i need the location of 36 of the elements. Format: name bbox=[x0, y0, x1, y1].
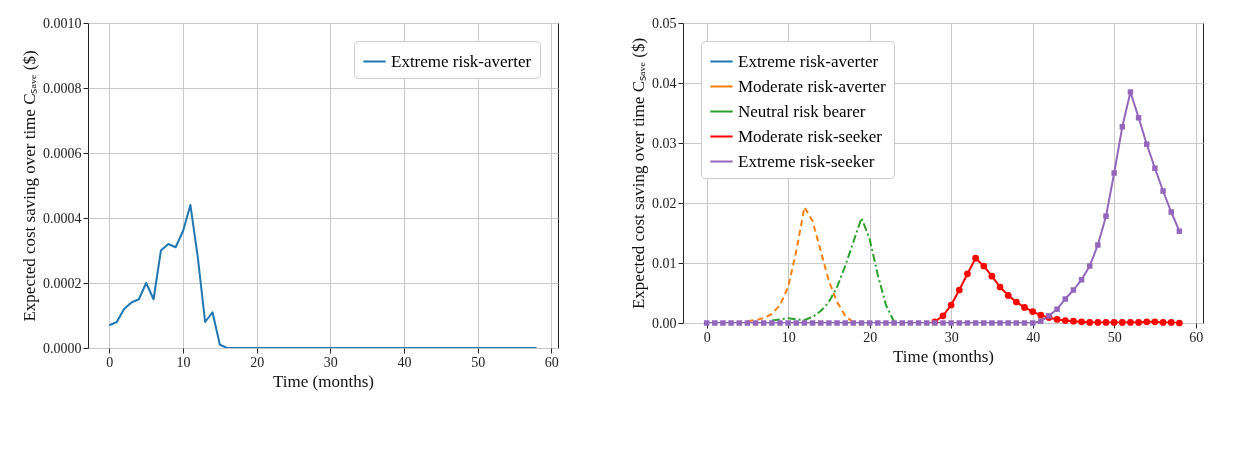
x-axis-title: Time (months) bbox=[893, 346, 994, 366]
legend-label: Moderate risk-averter bbox=[738, 76, 887, 96]
x-tick-label: 0 bbox=[106, 354, 114, 370]
x-tick-label: 10 bbox=[176, 354, 191, 370]
y-axis-title: Expected cost saving over time Cₛₐᵥₑ ($) bbox=[629, 37, 648, 310]
y-tick-label: 0.01 bbox=[652, 255, 677, 271]
legend-label: Extreme risk-averter bbox=[738, 51, 879, 71]
y-tick-label: 0.03 bbox=[652, 135, 677, 151]
x-tick-label: 60 bbox=[544, 354, 559, 370]
x-tick-label: 30 bbox=[323, 354, 338, 370]
x-tick-label: 10 bbox=[781, 329, 796, 345]
y-tick-label: 0.04 bbox=[652, 75, 677, 91]
x-tick-label: 0 bbox=[703, 329, 711, 345]
y-tick-label: 0.02 bbox=[652, 195, 677, 211]
x-tick-label: 40 bbox=[397, 354, 412, 370]
x-tick-label: 20 bbox=[863, 329, 878, 345]
legend-label: Moderate risk-seeker bbox=[738, 126, 883, 146]
y-tick-label: 0.00 bbox=[652, 315, 677, 331]
y-tick-label: 0.0010 bbox=[43, 15, 82, 31]
y-axis-title: Expected cost saving over time Cₛₐᵥₑ ($) bbox=[20, 50, 39, 322]
x-tick-label: 50 bbox=[471, 354, 486, 370]
x-tick-label: 30 bbox=[944, 329, 959, 345]
y-tick-label: 0.0002 bbox=[43, 275, 82, 291]
legend-label: Extreme risk-seeker bbox=[738, 151, 875, 171]
legend-label: Extreme risk-averter bbox=[391, 51, 532, 71]
legend-label: Neutral risk bearer bbox=[738, 101, 866, 121]
x-axis-title: Time (months) bbox=[273, 371, 374, 391]
x-tick-label: 20 bbox=[250, 354, 265, 370]
y-tick-label: 0.0006 bbox=[43, 145, 82, 161]
y-tick-label: 0.0000 bbox=[43, 340, 82, 356]
x-tick-label: 50 bbox=[1107, 329, 1122, 345]
y-tick-label: 0.0008 bbox=[43, 80, 82, 96]
x-tick-label: 40 bbox=[1026, 329, 1041, 345]
y-tick-label: 0.05 bbox=[652, 15, 677, 31]
x-tick-label: 60 bbox=[1189, 329, 1204, 345]
y-tick-label: 0.0004 bbox=[43, 210, 82, 226]
